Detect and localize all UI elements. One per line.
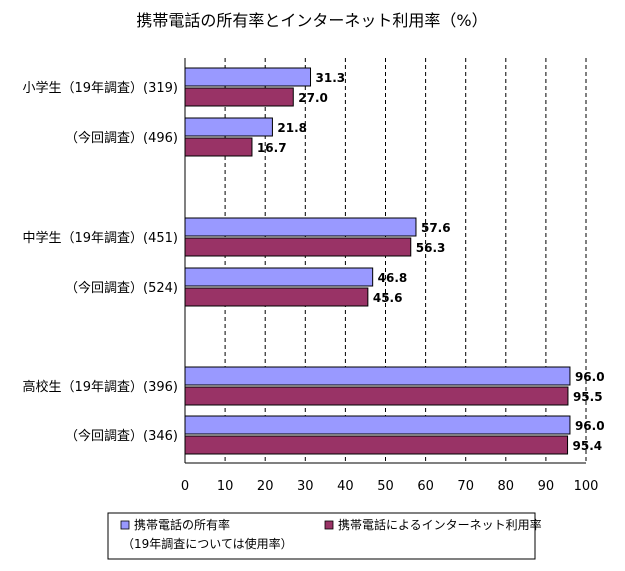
category-label: 高校生（19年調査）(396) [23, 379, 179, 395]
x-tick-label: 30 [297, 479, 314, 494]
x-tick-label: 10 [217, 479, 234, 494]
data-label: 27.0 [298, 91, 328, 105]
x-tick-label: 90 [538, 479, 555, 494]
legend-label-internet: 携帯電話によるインターネット利用率 [338, 517, 542, 532]
bar [184, 287, 369, 307]
bar [184, 117, 273, 137]
bar [184, 67, 312, 87]
category-label: 小学生（19年調査）(319) [23, 80, 179, 96]
bar [184, 87, 294, 107]
bar [184, 217, 417, 237]
data-label: 95.4 [573, 439, 603, 453]
bar [184, 237, 412, 257]
data-label: 21.8 [277, 121, 307, 135]
x-tick-label: 100 [574, 479, 599, 494]
data-label: 57.6 [421, 221, 451, 235]
bar [184, 415, 571, 435]
data-label: 45.6 [373, 291, 403, 305]
category-label: 中学生（19年調査）(451) [23, 230, 179, 246]
data-label: 56.3 [416, 241, 446, 255]
category-label: （今回調査）(346) [65, 428, 178, 444]
data-label: 16.7 [257, 141, 287, 155]
bar [184, 366, 571, 386]
data-label: 31.3 [316, 71, 346, 85]
chart-title: 携帯電話の所有率とインターネット利用率（%） [136, 11, 487, 30]
x-tick-label: 20 [257, 479, 274, 494]
category-label: （今回調査）(524) [65, 280, 178, 296]
bar [184, 386, 569, 406]
legend-swatch-internet [324, 520, 334, 530]
x-tick-label: 80 [498, 479, 515, 494]
data-label: 46.8 [378, 271, 408, 285]
bar [184, 435, 569, 455]
data-label: 95.5 [573, 390, 603, 404]
data-label: 96.0 [575, 370, 605, 384]
x-tick-label: 70 [457, 479, 474, 494]
legend: 携帯電話の所有率 （19年調査については使用率） 携帯電話によるインターネット利… [107, 512, 542, 560]
plot-area: 0 10 20 30 40 50 60 70 80 90 100 小学生（19年調査）(319) 31.… [23, 58, 605, 494]
bar [184, 267, 374, 287]
legend-note-ownership: （19年調査については使用率） [122, 536, 293, 551]
x-tick-label: 0 [181, 479, 189, 494]
legend-swatch-ownership [120, 520, 130, 530]
x-tick-label: 50 [377, 479, 394, 494]
x-tick-label: 40 [337, 479, 354, 494]
category-label: （今回調査）(496) [65, 130, 178, 146]
legend-label-ownership: 携帯電話の所有率 [134, 517, 230, 532]
data-label: 96.0 [575, 419, 605, 433]
x-tick-label: 60 [417, 479, 434, 494]
bar [184, 137, 253, 157]
legend-box [107, 512, 536, 560]
